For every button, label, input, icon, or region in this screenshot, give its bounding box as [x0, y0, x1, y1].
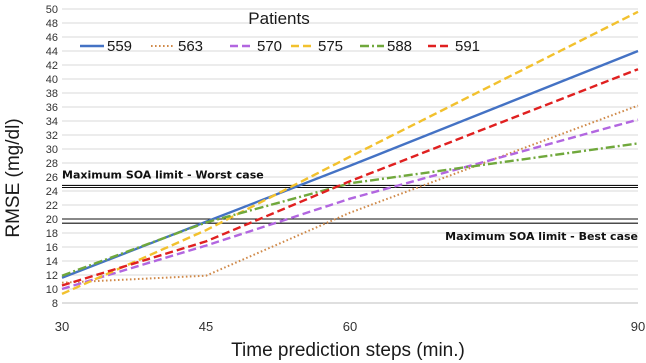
y-tick-label: 26: [46, 172, 58, 184]
x-tick-label: 30: [55, 319, 69, 334]
legend-title: Patients: [248, 9, 309, 28]
y-tick-label: 24: [46, 186, 58, 198]
y-tick-label: 34: [46, 116, 58, 128]
x-axis-ticks: 30 45 60 90: [55, 319, 645, 334]
worst-case-label: Maximum SOA limit - Worst case: [62, 168, 264, 181]
y-tick-label: 48: [46, 18, 58, 30]
y-tick-label: 50: [46, 4, 58, 16]
y-tick-label: 30: [46, 144, 58, 156]
y-tick-label: 32: [46, 130, 58, 142]
y-tick-label: 40: [46, 74, 58, 86]
y-tick-label: 12: [46, 270, 58, 282]
series-line-570: [61, 118, 639, 291]
series-line-575: [61, 10, 639, 295]
y-tick-label: 36: [46, 102, 58, 114]
legend-label-591: 591: [455, 38, 480, 55]
legend: Patients 559 563 570 575 588 591: [80, 9, 480, 55]
reference-lines: Maximum SOA limit - Worst case Maximum SO…: [62, 168, 638, 243]
y-tick-label: 10: [46, 284, 58, 296]
legend-label-563: 563: [178, 38, 203, 55]
series-line-591: [61, 68, 639, 287]
x-axis-title: Time prediction steps (min.): [231, 340, 465, 361]
y-tick-label: 18: [46, 228, 58, 240]
y-tick-label: 16: [46, 242, 58, 254]
y-tick-label: 20: [46, 214, 58, 226]
series-lines: [61, 10, 639, 295]
y-tick-label: 42: [46, 60, 58, 72]
y-tick-label: 8: [52, 298, 58, 310]
gridlines: [62, 8, 638, 304]
series-line-563: [61, 104, 639, 284]
best-case-label: Maximum SOA limit - Best case: [445, 230, 638, 243]
y-tick-label: 46: [46, 32, 58, 44]
legend-label-575: 575: [318, 38, 343, 55]
x-tick-label: 60: [343, 319, 357, 334]
legend-label-588: 588: [387, 38, 412, 55]
y-tick-label: 22: [46, 200, 58, 212]
y-tick-label: 38: [46, 88, 58, 100]
y-tick-label: 28: [46, 158, 58, 170]
y-tick-label: 14: [46, 256, 58, 268]
series-line-588: [61, 142, 639, 277]
x-tick-label: 90: [631, 319, 645, 334]
x-tick-label: 45: [199, 319, 213, 334]
y-axis-ticks: 8 10 12 14 16 18 20 22 24 26 28 30 32 34 36 38 40 42 44 46 4…: [46, 4, 58, 310]
legend-label-559: 559: [107, 38, 132, 55]
y-axis-title: RMSE (mg/dl): [3, 118, 24, 237]
y-tick-label: 44: [46, 46, 58, 58]
legend-label-570: 570: [257, 38, 282, 55]
